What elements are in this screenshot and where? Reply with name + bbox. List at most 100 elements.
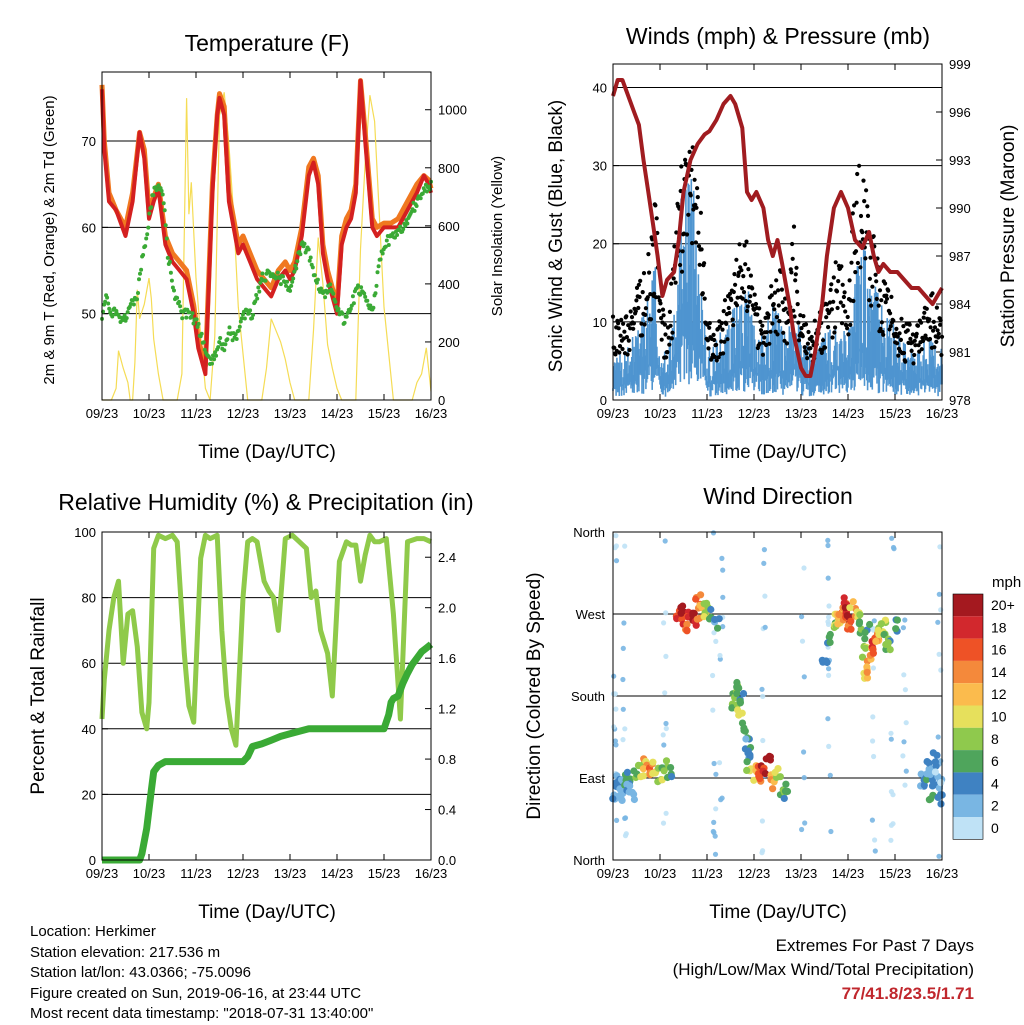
gust-point [645, 295, 650, 300]
gust-point [806, 329, 811, 335]
gust-point [760, 352, 766, 357]
gust-point [624, 335, 630, 340]
dewpoint-point [222, 348, 227, 353]
direction-light-point [827, 772, 833, 778]
gust-point [860, 230, 865, 235]
gust-point [912, 352, 917, 358]
dewpoint-point [298, 252, 303, 257]
gust-point [712, 337, 717, 343]
gust-point [722, 339, 727, 344]
direction-point [920, 781, 928, 789]
direction-plot-frame [612, 531, 943, 861]
gust-point [745, 308, 750, 314]
gust-point [876, 303, 881, 308]
dewpoint-point [131, 302, 136, 307]
direction-light-point [799, 614, 805, 620]
direction-point [933, 751, 941, 759]
dewpoint-point [110, 314, 115, 319]
colorbar-label: 2 [991, 798, 999, 814]
gust-point [857, 163, 862, 168]
dewpoint-point [184, 315, 189, 320]
direction-point [835, 611, 843, 619]
gust-point [846, 332, 851, 337]
humidity-ytick-label: 80 [82, 591, 96, 606]
gust-point [640, 333, 645, 338]
direction-point [743, 766, 751, 775]
gust-point [802, 345, 807, 350]
direction-light-point [938, 667, 944, 673]
direction-point [783, 787, 792, 796]
gust-point [776, 303, 781, 308]
direction-light-point [760, 737, 766, 744]
direction-light-point [888, 822, 895, 828]
direction-point [874, 626, 882, 635]
direction-point [700, 613, 708, 621]
direction-point [892, 625, 900, 633]
gust-point [772, 307, 777, 312]
direction-point [826, 638, 834, 647]
direction-light-point [936, 591, 942, 597]
gust-point [631, 326, 636, 331]
dewpoint-point [319, 286, 323, 291]
dewpoint-point [323, 295, 328, 300]
direction-light-point [936, 651, 942, 657]
dewpoint-point [223, 342, 228, 347]
gust-point [924, 306, 929, 311]
gust-point [865, 213, 871, 218]
gust-point [620, 346, 625, 352]
direction-point [872, 637, 880, 646]
direction-light-point [710, 672, 716, 679]
gust-point [627, 347, 632, 353]
direction-point [855, 620, 863, 628]
gust-point [752, 292, 757, 297]
colorbar-frame [952, 593, 984, 840]
gust-point [791, 224, 797, 229]
direction-point [863, 663, 871, 671]
gust-point [653, 203, 658, 208]
dewpoint-point [412, 208, 417, 213]
relative-humidity-line [99, 532, 433, 748]
gust-point [905, 328, 910, 333]
gust-point [753, 301, 759, 307]
gust-point [879, 298, 884, 303]
direction-light-point [901, 672, 907, 678]
gust-point [691, 207, 696, 212]
gust-point [783, 306, 788, 311]
winds-ytick-right-label: 978 [949, 393, 971, 408]
gust-point [895, 341, 900, 346]
direction-point [623, 768, 632, 777]
direction-light-point [888, 736, 894, 742]
direction-point [863, 668, 871, 676]
dewpoint-point [145, 232, 150, 237]
direction-xtick-label: 09/23 [597, 866, 630, 881]
winds-ytick-right-label: 984 [949, 297, 971, 312]
winds-ytick-label: 30 [593, 159, 607, 174]
dewpoint-point [380, 251, 385, 256]
gust-point [888, 324, 893, 329]
direction-point [935, 784, 944, 792]
gust-point [725, 337, 730, 342]
winds-xtick-label: 15/23 [879, 406, 912, 421]
gust-point [871, 234, 876, 239]
direction-point [743, 758, 751, 766]
direction-light-point [801, 775, 807, 781]
direction-point [660, 767, 668, 775]
gust-point [826, 325, 831, 330]
dewpoint-point [125, 310, 130, 315]
gust-point [660, 307, 666, 312]
gust-point [910, 332, 916, 337]
gust-point [931, 328, 936, 333]
gust-point [781, 330, 786, 335]
dewpoint-point [114, 309, 119, 313]
direction-point [934, 793, 942, 802]
colorbar-unit: mph [992, 574, 1021, 591]
dewpoint-point [234, 337, 239, 341]
colorbar-swatch [953, 772, 983, 795]
direction-light-point [902, 617, 908, 623]
dewpoint-point [263, 278, 268, 283]
dewpoint-point [251, 313, 256, 317]
gust-point [862, 199, 867, 204]
humidity-xtick-label: 11/23 [180, 866, 212, 881]
direction-light-point [759, 850, 765, 856]
direction-light-point [611, 673, 617, 679]
